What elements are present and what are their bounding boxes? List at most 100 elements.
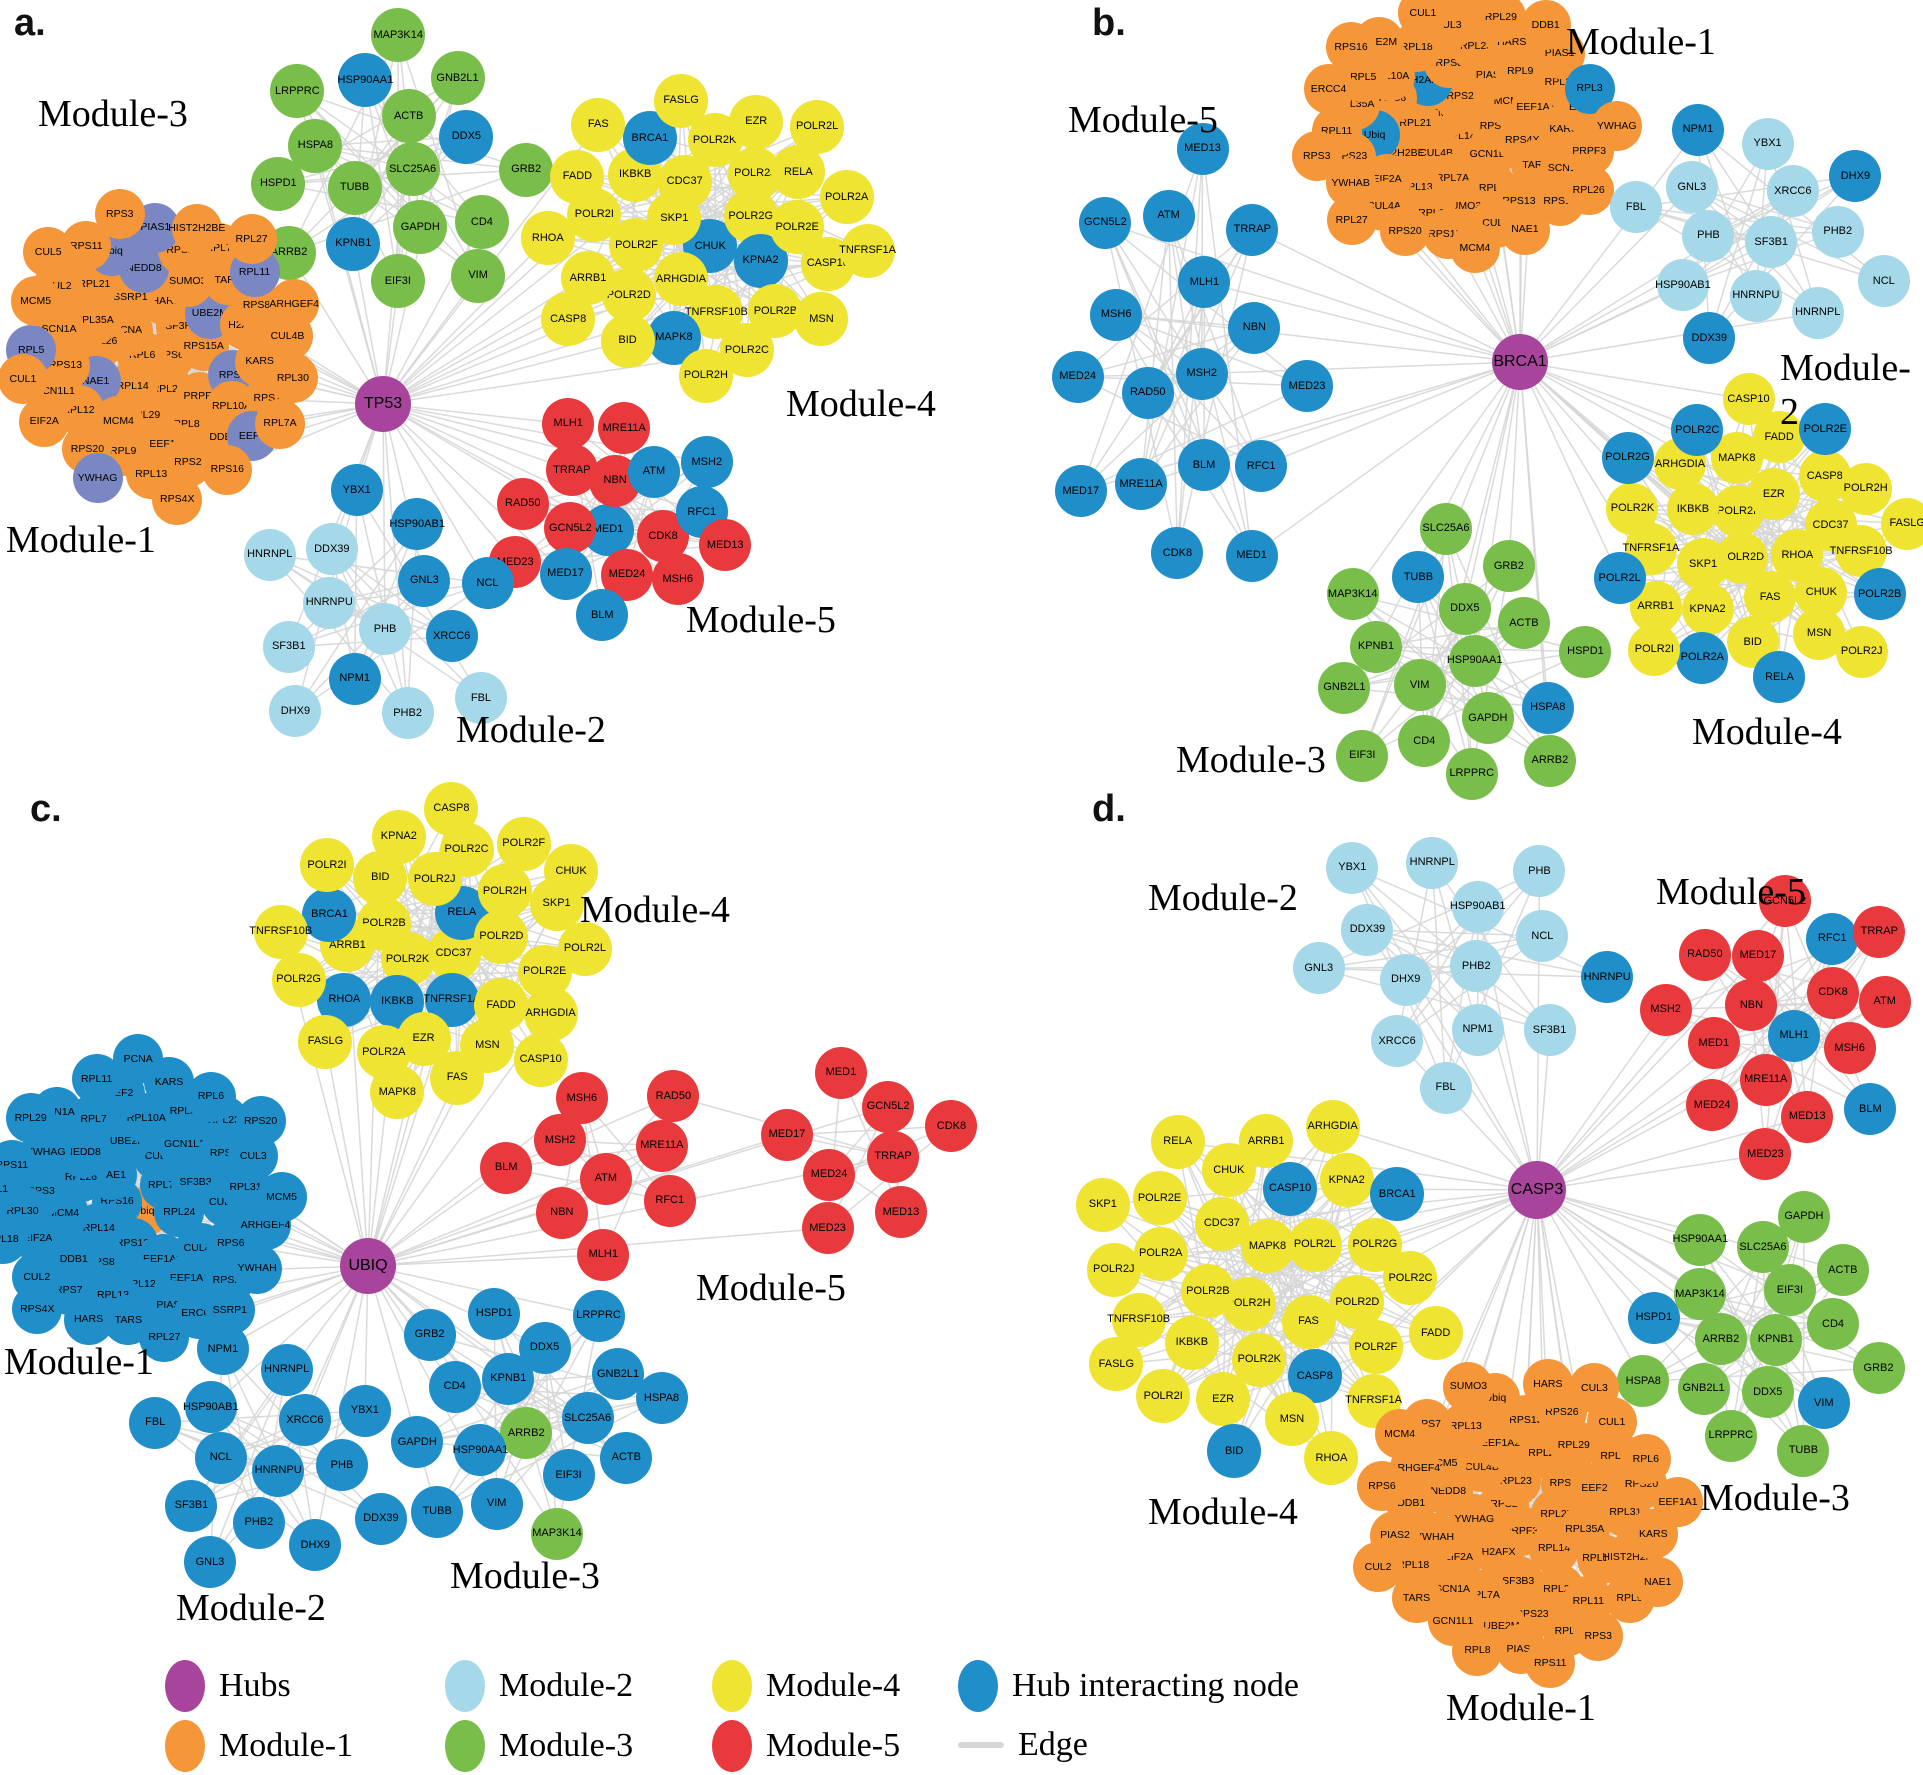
gene-node[interactable]: MSH2 [680,436,733,489]
gene-node[interactable]: TRRAP [1226,203,1279,256]
gene-node[interactable]: RFC1 [1806,912,1859,965]
gene-node[interactable]: EIF3I [542,1449,595,1502]
gene-node[interactable]: POLR2E [1799,403,1852,456]
gene-node[interactable]: HSP90AB1 [1655,259,1711,312]
gene-node[interactable]: RPS4X [152,474,203,525]
gene-node[interactable]: TUBB [411,1485,464,1538]
gene-node[interactable]: TUBB [1392,551,1445,604]
gene-node[interactable]: HSP90AB1 [183,1381,239,1434]
gene-node[interactable]: FAS [571,97,626,152]
gene-node[interactable]: RPL8 [1452,1625,1503,1676]
gene-node[interactable]: YWHAG [1591,100,1642,151]
hub-node[interactable]: BRCA1 [1492,334,1548,390]
gene-node[interactable]: ACTB [1497,597,1550,650]
gene-node[interactable]: RPS3 [1573,1610,1624,1661]
gene-node[interactable]: DDX5 [1741,1366,1794,1419]
gene-node[interactable]: DDX5 [518,1321,571,1374]
gene-node[interactable]: SF3B1 [165,1479,218,1532]
gene-node[interactable]: GAPDH [1777,1190,1830,1243]
gene-node[interactable]: CD4 [454,195,509,250]
gene-node[interactable]: ARHGDIA [1305,1099,1360,1154]
gene-node[interactable]: YBX1 [1326,841,1379,894]
gene-node[interactable]: DHX9 [1379,953,1432,1006]
gene-node[interactable]: MED23 [1739,1128,1792,1181]
hub-node[interactable]: TP53 [355,376,411,432]
gene-node[interactable]: PHB [1682,209,1735,262]
gene-node[interactable]: MAP3K14 [1673,1268,1726,1321]
gene-node[interactable]: MAPK8 [370,1065,425,1120]
gene-node[interactable]: HNRNPU [1729,269,1782,322]
gene-node[interactable]: PHB2 [232,1496,285,1549]
gene-node[interactable]: MCM4 [1449,223,1500,274]
gene-node[interactable]: HARS [63,1294,114,1345]
gene-node[interactable]: DHX9 [289,1519,342,1572]
gene-node[interactable]: CASP10 [1263,1161,1318,1216]
gene-node[interactable]: RHOA [520,211,575,266]
gene-node[interactable]: LRPPRC [1445,747,1498,800]
gene-node[interactable]: SF3B1 [1523,1004,1576,1057]
gene-node[interactable]: RPL30 [1443,0,1494,23]
gene-node[interactable]: HARS [1522,1358,1573,1409]
gene-node[interactable]: MCM4 [1374,1409,1425,1460]
gene-node[interactable]: BLM [1844,1083,1897,1136]
gene-node[interactable]: MCM5 [10,276,61,327]
gene-node[interactable]: RFC1 [643,1174,696,1227]
gene-node[interactable]: VIM [470,1477,523,1530]
gene-node[interactable]: TRRAP [545,444,598,497]
gene-node[interactable]: DDX39 [1341,903,1394,956]
gene-node[interactable]: KPNA2 [1681,583,1734,636]
gene-node[interactable]: POLR2I [1628,623,1681,676]
gene-node[interactable]: HSPA8 [288,118,343,173]
gene-node[interactable]: HNRNPU [1581,951,1634,1004]
gene-node[interactable]: ATM [1142,189,1195,242]
gene-node[interactable]: FADD [550,149,605,204]
gene-node[interactable]: MLH1 [542,397,595,450]
gene-node[interactable]: TNFRSF1A [839,223,896,278]
gene-node[interactable]: POLR2F [1348,1320,1403,1375]
gene-node[interactable]: MAP3K14 [1326,568,1379,621]
gene-node[interactable]: MED17 [539,547,592,600]
gene-node[interactable]: HSPD1 [468,1287,521,1340]
gene-node[interactable]: POLR2B [1853,568,1906,621]
gene-node[interactable]: ATM [579,1152,632,1205]
gene-node[interactable]: DDX5 [1438,582,1491,635]
gene-node[interactable]: POLR2H [678,348,733,403]
gene-node[interactable]: POLR2B [1180,1264,1235,1319]
gene-node[interactable]: RPS6 [1356,1461,1407,1512]
gene-node[interactable]: GNL3 [1292,942,1345,995]
gene-node[interactable]: POLR2C [1671,404,1724,457]
gene-node[interactable]: PHB [315,1439,368,1492]
gene-node[interactable]: MSN [794,292,849,347]
gene-node[interactable]: MSH6 [651,553,704,606]
gene-node[interactable]: MED24 [1051,350,1104,403]
gene-node[interactable]: SF3B1 [262,620,315,673]
gene-node[interactable]: NAE1 [1499,204,1550,255]
gene-node[interactable]: RPL30 [267,352,318,403]
gene-node[interactable]: RPS20 [1380,206,1431,256]
gene-node[interactable]: RPS11 [1525,1638,1576,1689]
gene-node[interactable]: CD4 [428,1360,481,1413]
gene-node[interactable]: MCM5 [256,1171,307,1222]
gene-node[interactable]: RAD50 [1121,366,1174,419]
gene-node[interactable]: ERCC4 [1303,64,1354,115]
gene-node[interactable]: MED1 [1687,1017,1740,1070]
gene-node[interactable]: FASLG [1881,497,1923,550]
gene-node[interactable]: RELA [1150,1114,1205,1169]
gene-node[interactable]: VIM [1393,659,1446,712]
gene-node[interactable]: POLR2A [1133,1226,1188,1281]
gene-node[interactable]: EIF3I [1336,729,1389,782]
gene-node[interactable]: EIF2A [19,396,70,447]
gene-node[interactable]: SF3B1 [1745,216,1798,269]
gene-node[interactable]: HSPD1 [1559,625,1612,678]
gene-node[interactable]: ATM [627,445,680,498]
gene-node[interactable]: RPS16 [1326,22,1377,73]
gene-node[interactable]: GRB2 [1482,540,1535,593]
gene-node[interactable]: BID [600,313,655,368]
gene-node[interactable]: DDX39 [354,1492,407,1545]
gene-node[interactable]: POLR2G [271,952,326,1007]
gene-node[interactable]: ACTB [381,89,436,144]
gene-node[interactable]: EZR [1196,1372,1251,1427]
gene-node[interactable]: HSPD1 [251,156,306,211]
gene-node[interactable]: POLR2J [1086,1242,1141,1297]
gene-node[interactable]: MED13 [1781,1090,1834,1143]
